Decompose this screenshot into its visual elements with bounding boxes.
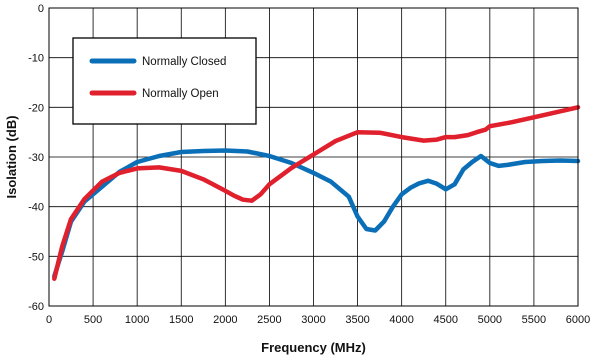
- legend-label-0: Normally Closed: [142, 56, 226, 68]
- x-tick-labels: 0 500 1000 1500 2000 2500 3000 3500 4000 4500 5000…: [46, 314, 590, 326]
- y-tick-label: -50: [28, 251, 44, 263]
- y-tick-label: -40: [28, 202, 44, 214]
- x-tick-label: 3000: [301, 314, 325, 326]
- x-tick-label: 4000: [389, 314, 413, 326]
- y-tick-label: -30: [28, 152, 44, 164]
- x-axis-title: Frequency (MHz): [261, 340, 366, 355]
- legend: Normally Closed Normally Open: [72, 37, 257, 125]
- y-tick-label: -10: [28, 53, 44, 65]
- x-tick-label: 0: [46, 314, 52, 326]
- y-axis-title: Isolation (dB): [4, 115, 19, 198]
- y-tick-label: -60: [28, 301, 44, 313]
- x-tick-label: 6000: [566, 314, 590, 326]
- x-tick-label: 1500: [169, 314, 193, 326]
- series-line-1: [52, 105, 581, 281]
- legend-box: [72, 37, 257, 125]
- x-tick-label: 500: [84, 314, 102, 326]
- series-lines: [52, 105, 581, 281]
- y-tick-labels: 0 -10 -20 -30 -40 -50 -60: [28, 3, 44, 313]
- x-tick-label: 4500: [434, 314, 458, 326]
- y-tick-label: -20: [28, 102, 44, 114]
- x-tick-label: 1000: [125, 314, 149, 326]
- x-tick-label: 2500: [257, 314, 281, 326]
- series-line-0: [52, 148, 581, 279]
- x-tick-label: 5500: [522, 314, 546, 326]
- y-tick-label: 0: [38, 3, 44, 15]
- x-tick-label: 2000: [213, 314, 237, 326]
- plot-frame: [48, 7, 579, 307]
- x-tick-label: 5000: [478, 314, 502, 326]
- x-tick-label: 3500: [345, 314, 369, 326]
- legend-label-1: Normally Open: [142, 88, 219, 100]
